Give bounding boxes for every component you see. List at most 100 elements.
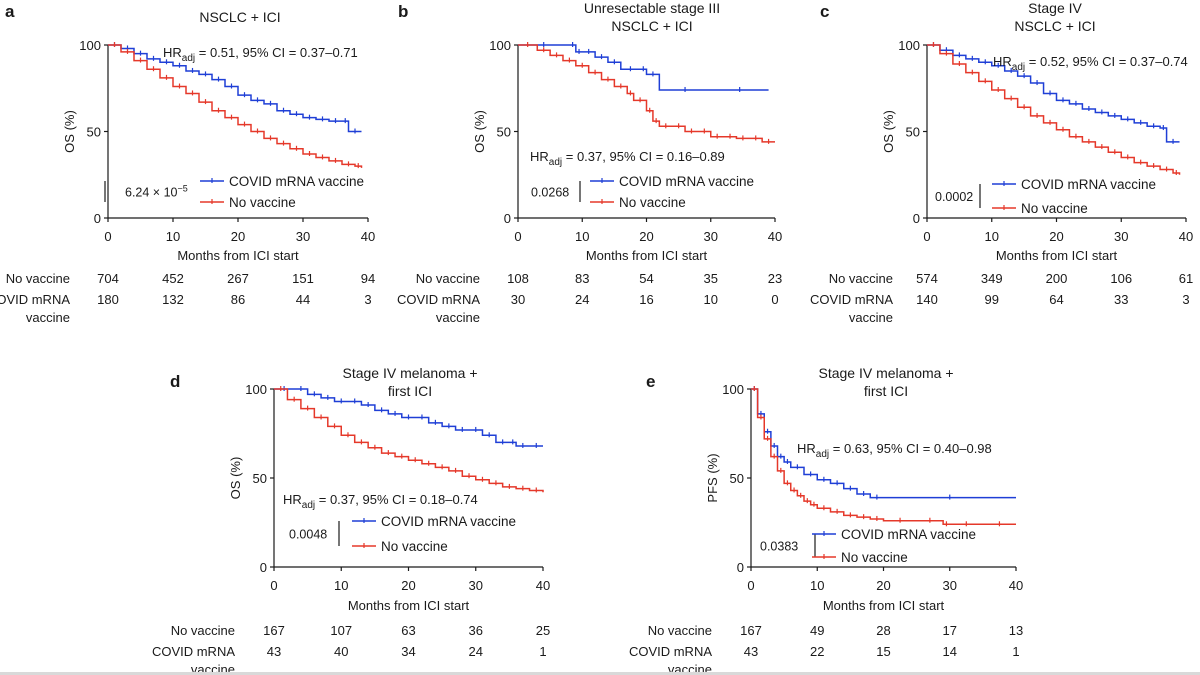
x-tick-label: 20 [639,229,653,244]
hr-annotation: HRadj = 0.52, 95% CI = 0.37–0.74 [993,54,1188,73]
legend-label: No vaccine [619,195,686,210]
risk-value: 36 [469,623,483,638]
chart-title: Stage IV melanoma + [818,365,953,381]
hr-annotation: HRadj = 0.37, 95% CI = 0.18–0.74 [283,492,478,511]
y-tick-label: 100 [79,38,101,53]
risk-row-label: No vaccine [648,623,712,638]
x-tick-label: 10 [575,229,589,244]
y-axis-label: OS (%) [472,110,487,153]
x-tick-label: 10 [334,578,348,593]
y-tick-label: 50 [497,125,511,140]
risk-row-label-line2: vaccine [191,662,235,675]
y-tick-label: 0 [737,560,744,575]
risk-value: 140 [916,292,938,307]
risk-value: 107 [330,623,352,638]
risk-row-label: No vaccine [171,623,235,638]
risk-value: 15 [876,644,890,659]
risk-value: 28 [876,623,890,638]
legend-label: No vaccine [381,539,448,554]
x-tick-label: 0 [104,229,111,244]
chart-title-line2: NSCLC + ICI [611,18,692,34]
chart-title-line2: NSCLC + ICI [1014,18,1095,34]
x-tick-label: 20 [1049,229,1063,244]
risk-value: 33 [1114,292,1128,307]
risk-value: 1 [539,644,546,659]
no-vaccine-curve [751,388,1016,526]
y-tick-label: 100 [722,382,744,397]
risk-value: 349 [981,271,1003,286]
chart-title: Stage IV melanoma + [342,365,477,381]
vaccine-curve [108,44,362,133]
y-tick-label: 100 [245,382,267,397]
x-tick-label: 40 [768,229,782,244]
y-tick-label: 0 [504,211,511,226]
risk-value: 61 [1179,271,1193,286]
x-tick-label: 30 [1114,229,1128,244]
x-tick-label: 40 [1179,229,1193,244]
risk-row-label: COVID mRNA [152,644,235,659]
hr-annotation: HRadj = 0.63, 95% CI = 0.40–0.98 [797,441,992,460]
x-tick-label: 10 [166,229,180,244]
risk-value: 3 [1182,292,1189,307]
legend-label: COVID mRNA vaccine [229,174,364,189]
risk-value: 94 [361,271,375,286]
risk-value: 34 [401,644,415,659]
no-vaccine-curve [274,388,544,493]
risk-value: 132 [162,292,184,307]
risk-value: 83 [575,271,589,286]
y-tick-label: 0 [260,560,267,575]
risk-value: 14 [943,644,957,659]
risk-value: 99 [985,292,999,307]
y-axis-label: OS (%) [228,457,243,500]
risk-value: 24 [469,644,483,659]
panel-letter: e [646,372,655,391]
chart-title: NSCLC + ICI [199,9,280,25]
risk-value: 35 [704,271,718,286]
legend-label: No vaccine [229,195,296,210]
risk-row-label: COVID mRNA [397,292,480,307]
x-axis-label: Months from ICI start [996,248,1118,263]
hr-annotation: HRadj = 0.37, 95% CI = 0.16–0.89 [530,149,725,168]
risk-row-label-line2: vaccine [26,310,70,325]
risk-value: 24 [575,292,589,307]
risk-value: 10 [704,292,718,307]
risk-value: 13 [1009,623,1023,638]
risk-value: 54 [639,271,653,286]
x-tick-label: 30 [469,578,483,593]
legend-label: No vaccine [841,550,908,565]
y-tick-label: 50 [906,125,920,140]
legend-label: No vaccine [1021,201,1088,216]
risk-value: 43 [267,644,281,659]
y-axis-label: PFS (%) [705,453,720,502]
panel-a: a NSCLC + ICI 0 50 100 0 10 20 30 40 Months from I… [0,2,375,325]
y-tick-label: 50 [87,125,101,140]
x-tick-label: 0 [270,578,277,593]
chart-title-line2: first ICI [864,383,908,399]
x-tick-label: 20 [231,229,245,244]
risk-value: 44 [296,292,310,307]
x-axis-label: Months from ICI start [586,248,708,263]
risk-value: 43 [744,644,758,659]
x-tick-label: 0 [923,229,930,244]
no-vaccine-curve [927,44,1181,175]
no-vaccine-curve [518,44,775,143]
no-vaccine-curve [108,44,363,168]
vaccine-curve [751,388,1016,499]
bottom-divider [0,672,1200,675]
risk-row-label: COVID mRNA [0,292,70,307]
y-tick-label: 0 [913,211,920,226]
y-axis-label: OS (%) [62,110,77,153]
legend-label: COVID mRNA vaccine [841,527,976,542]
y-tick-label: 100 [898,38,920,53]
panel-letter: b [398,2,408,21]
risk-value: 180 [97,292,119,307]
risk-value: 106 [1110,271,1132,286]
risk-value: 49 [810,623,824,638]
risk-value: 22 [810,644,824,659]
y-tick-label: 50 [730,471,744,486]
panel-letter: c [820,2,829,21]
risk-value: 167 [740,623,762,638]
panel-letter: d [170,372,180,391]
x-tick-label: 0 [747,578,754,593]
